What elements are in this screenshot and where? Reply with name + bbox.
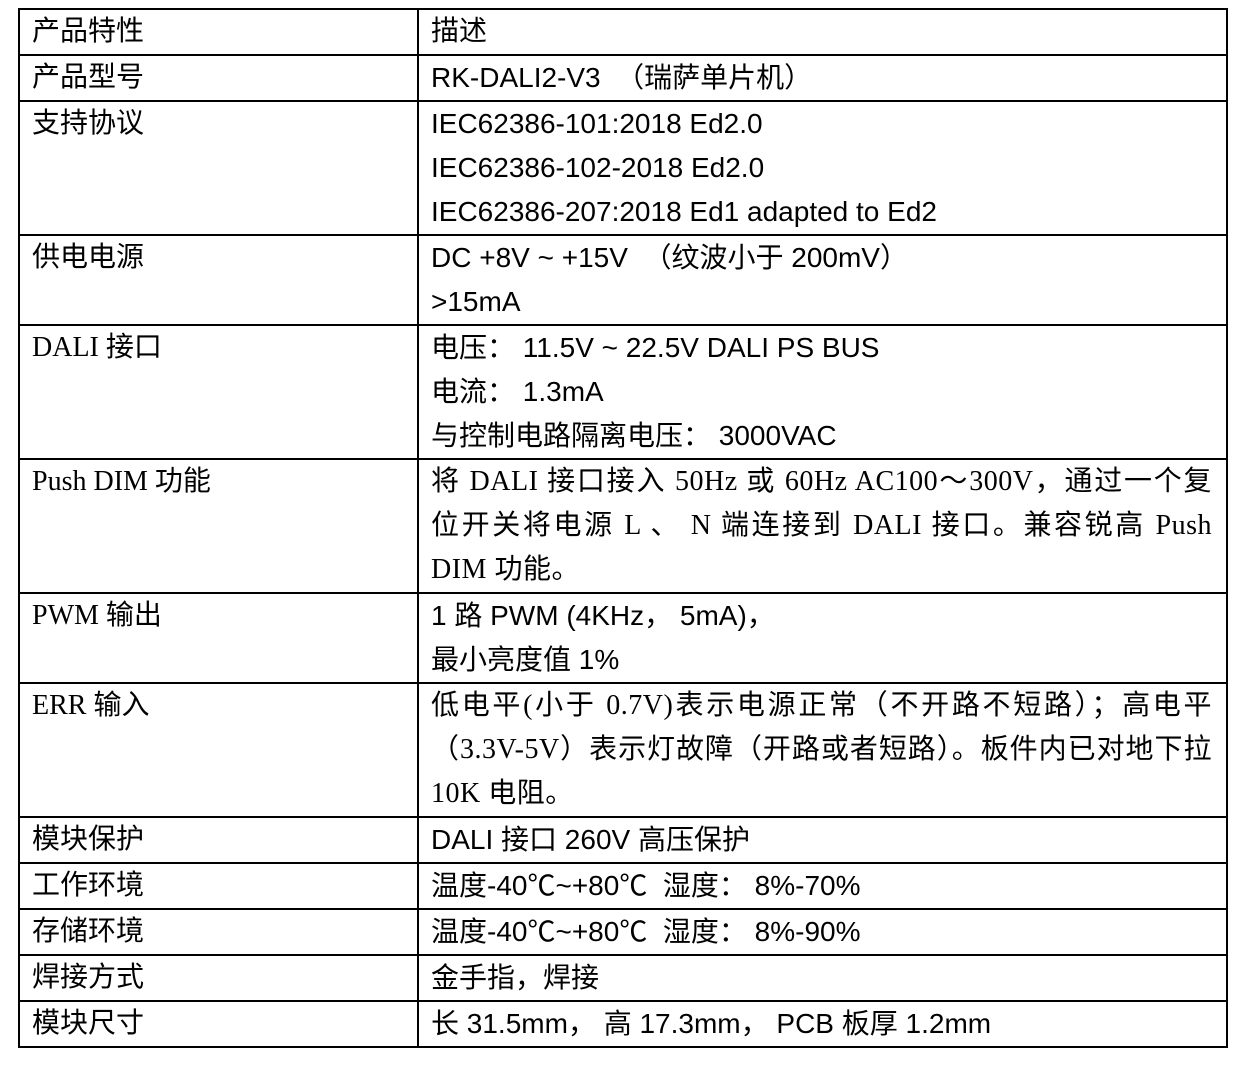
row-dali-interface: DALI 接口 电压： 11.5V ~ 22.5V DALI PS BUS 电流… — [18, 324, 1228, 460]
header-feature-label: 产品特性 — [32, 16, 145, 47]
spec-line: 1 路 PWM (4KHz， 5mA)， — [431, 600, 775, 631]
feature-label: 工作环境 — [32, 870, 145, 901]
feature-cell: PWM 输出 — [18, 592, 419, 684]
row-pwm-output: PWM 输出 1 路 PWM (4KHz， 5mA)， 最小亮度值 1% — [18, 592, 1228, 684]
feature-cell: Push DIM 功能 — [18, 458, 419, 594]
row-operating-environment: 工作环境 温度-40℃~+80℃ 湿度： 8%-70% — [18, 862, 1228, 910]
feature-cell: 存储环境 — [18, 908, 419, 956]
spec-line: IEC62386-101:2018 Ed2.0 — [431, 108, 763, 139]
description-cell: 电压： 11.5V ~ 22.5V DALI PS BUS 电流： 1.3mA … — [417, 324, 1228, 460]
feature-label: PWM 输出 — [32, 600, 162, 631]
row-err-input: ERR 输入 低电平(小于 0.7V)表示电源正常（不开路不短路）；高电平（3.… — [18, 682, 1228, 818]
feature-label: 焊接方式 — [32, 962, 145, 993]
feature-label: 供电电源 — [32, 242, 145, 273]
feature-cell: 工作环境 — [18, 862, 419, 910]
feature-cell: 模块尺寸 — [18, 1000, 419, 1048]
row-push-dim: Push DIM 功能 将 DALI 接口接入 50Hz 或 60Hz AC10… — [18, 458, 1228, 594]
feature-label: 模块尺寸 — [32, 1008, 145, 1039]
description-cell: 温度-40℃~+80℃ 湿度： 8%-70% — [417, 862, 1228, 910]
row-power-supply: 供电电源 DC +8V ~ +15V （纹波小于 200mV） >15mA — [18, 234, 1228, 326]
description-cell: RK-DALI2-V3 （瑞萨单片机） — [417, 54, 1228, 102]
spec-line: DALI 接口 260V 高压保护 — [431, 824, 750, 855]
feature-cell: DALI 接口 — [18, 324, 419, 460]
description-cell: 金手指，焊接 — [417, 954, 1228, 1002]
description-cell: DALI 接口 260V 高压保护 — [417, 816, 1228, 864]
spec-line: 电流： 1.3mA — [431, 376, 604, 407]
spec-line: 金手指，焊接 — [431, 962, 600, 993]
feature-cell: 模块保护 — [18, 816, 419, 864]
feature-label: 产品型号 — [32, 62, 145, 93]
feature-label: 存储环境 — [32, 916, 145, 947]
spec-line: 长 31.5mm， 高 17.3mm， PCB 板厚 1.2mm — [431, 1008, 992, 1039]
spec-line: 温度-40℃~+80℃ 湿度： 8%-90% — [431, 916, 861, 947]
feature-cell: ERR 输入 — [18, 682, 419, 818]
description-cell: DC +8V ~ +15V （纹波小于 200mV） >15mA — [417, 234, 1228, 326]
feature-cell: 供电电源 — [18, 234, 419, 326]
description-cell: 长 31.5mm， 高 17.3mm， PCB 板厚 1.2mm — [417, 1000, 1228, 1048]
header-cell-feature: 产品特性 — [18, 8, 419, 56]
description-cell: IEC62386-101:2018 Ed2.0 IEC62386-102-201… — [417, 100, 1228, 236]
feature-label: ERR 输入 — [32, 690, 150, 721]
feature-cell: 焊接方式 — [18, 954, 419, 1002]
spec-line: >15mA — [431, 286, 521, 317]
description-cell: 温度-40℃~+80℃ 湿度： 8%-90% — [417, 908, 1228, 956]
spec-line: 电压： 11.5V ~ 22.5V DALI PS BUS — [431, 332, 880, 363]
row-storage-environment: 存储环境 温度-40℃~+80℃ 湿度： 8%-90% — [18, 908, 1228, 956]
spec-line: IEC62386-102-2018 Ed2.0 — [431, 152, 765, 183]
spec-paragraph: 将 DALI 接口接入 50Hz 或 60Hz AC100～300V，通过一个复… — [431, 466, 1212, 585]
spec-line: RK-DALI2-V3 （瑞萨单片机） — [431, 62, 813, 93]
feature-cell: 产品型号 — [18, 54, 419, 102]
spec-line: 与控制电路隔离电压： 3000VAC — [431, 420, 837, 451]
feature-label: DALI 接口 — [32, 332, 162, 363]
description-cell: 将 DALI 接口接入 50Hz 或 60Hz AC100～300V，通过一个复… — [417, 458, 1228, 594]
row-product-model: 产品型号 RK-DALI2-V3 （瑞萨单片机） — [18, 54, 1228, 102]
description-cell: 1 路 PWM (4KHz， 5mA)， 最小亮度值 1% — [417, 592, 1228, 684]
row-module-dimensions: 模块尺寸 长 31.5mm， 高 17.3mm， PCB 板厚 1.2mm — [18, 1000, 1228, 1048]
row-supported-protocols: 支持协议 IEC62386-101:2018 Ed2.0 IEC62386-10… — [18, 100, 1228, 236]
product-spec-table: 产品特性 描述 产品型号 RK-DALI2-V3 （瑞萨单片机） 支持协议 IE… — [18, 8, 1228, 1048]
feature-label: Push DIM 功能 — [32, 466, 211, 497]
spec-line: IEC62386-207:2018 Ed1 adapted to Ed2 — [431, 196, 937, 227]
feature-label: 模块保护 — [32, 824, 145, 855]
header-description-label: 描述 — [431, 16, 488, 47]
row-soldering-method: 焊接方式 金手指，焊接 — [18, 954, 1228, 1002]
document-page: 产品特性 描述 产品型号 RK-DALI2-V3 （瑞萨单片机） 支持协议 IE… — [18, 8, 1228, 1048]
description-cell: 低电平(小于 0.7V)表示电源正常（不开路不短路）；高电平（3.3V-5V）表… — [417, 682, 1228, 818]
spec-line: 温度-40℃~+80℃ 湿度： 8%-70% — [431, 870, 861, 901]
spec-paragraph: 低电平(小于 0.7V)表示电源正常（不开路不短路）；高电平（3.3V-5V）表… — [431, 690, 1212, 809]
spec-line: DC +8V ~ +15V （纹波小于 200mV） — [431, 242, 908, 273]
feature-cell: 支持协议 — [18, 100, 419, 236]
feature-label: 支持协议 — [32, 108, 145, 139]
spec-line: 最小亮度值 1% — [431, 644, 620, 675]
table-header-row: 产品特性 描述 — [18, 8, 1228, 56]
header-cell-description: 描述 — [417, 8, 1228, 56]
row-module-protection: 模块保护 DALI 接口 260V 高压保护 — [18, 816, 1228, 864]
